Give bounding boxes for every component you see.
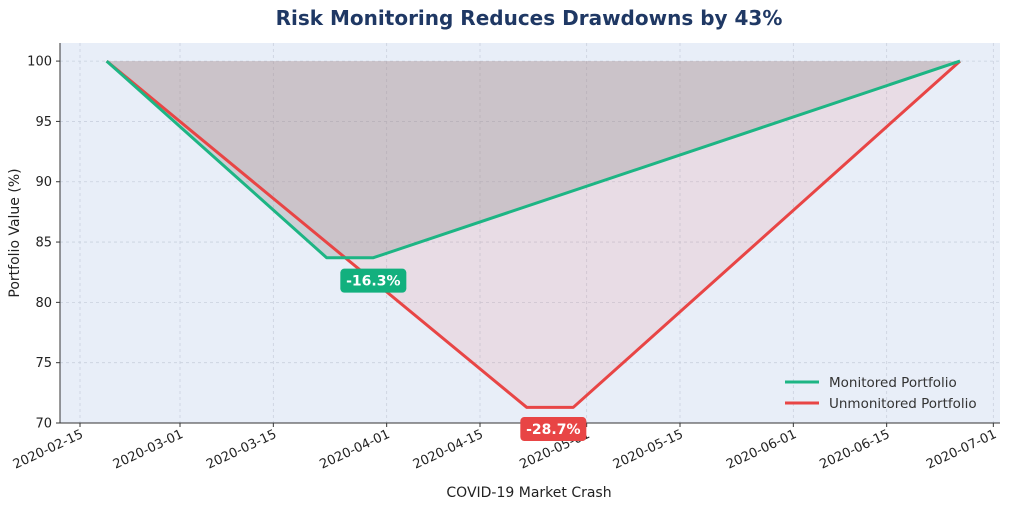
drawdown-fill-monitored — [106, 61, 960, 258]
y-tick-label: 85 — [35, 236, 52, 251]
drawdown-badge-label: -28.7% — [526, 422, 580, 438]
x-axis-label: COVID-19 Market Crash — [446, 485, 611, 501]
x-tick-label: 2020-04-01 — [318, 427, 393, 473]
series-lines — [105, 59, 962, 409]
drawdown-fill-unmonitored — [106, 61, 960, 408]
y-tick-label: 75 — [35, 356, 52, 371]
y-tick-label: 90 — [35, 175, 52, 190]
y-axis-label: Portfolio Value (%) — [7, 168, 23, 297]
x-tick-label: 2020-06-01 — [724, 427, 799, 473]
drawdown-annotations: -16.3% -28.7% — [340, 268, 587, 442]
chart-title: Risk Monitoring Reduces Drawdowns by 43% — [276, 6, 783, 30]
y-tick-label: 70 — [35, 417, 52, 432]
x-tick-label: 2020-02-15 — [11, 427, 86, 473]
y-tick-label: 100 — [27, 55, 52, 70]
legend: Monitored Portfolio Unmonitored Portfolio — [785, 375, 977, 412]
x-tick-label: 2020-05-15 — [611, 427, 686, 473]
legend-label-unmonitored: Unmonitored Portfolio — [829, 396, 977, 412]
drawdown-badge-label: -16.3% — [346, 274, 400, 290]
x-tick-label: 2020-03-15 — [204, 427, 279, 473]
y-tick-label: 80 — [35, 296, 52, 311]
series-line-unmonitored — [105, 59, 962, 409]
drawdown-badge — [340, 268, 407, 293]
series-line-monitored — [105, 59, 961, 260]
x-tick-label: 2020-04-15 — [411, 427, 486, 473]
plot-area — [60, 43, 1000, 423]
x-tick-label: 2020-03-01 — [111, 427, 186, 473]
y-tick-label: 95 — [35, 115, 52, 130]
x-tick-label: 2020-07-01 — [924, 427, 999, 473]
drawdown-fills — [106, 61, 960, 408]
legend-label-monitored: Monitored Portfolio — [829, 375, 957, 391]
drawdown-badge — [520, 417, 587, 442]
x-tick-label: 2020-06-15 — [818, 427, 893, 473]
